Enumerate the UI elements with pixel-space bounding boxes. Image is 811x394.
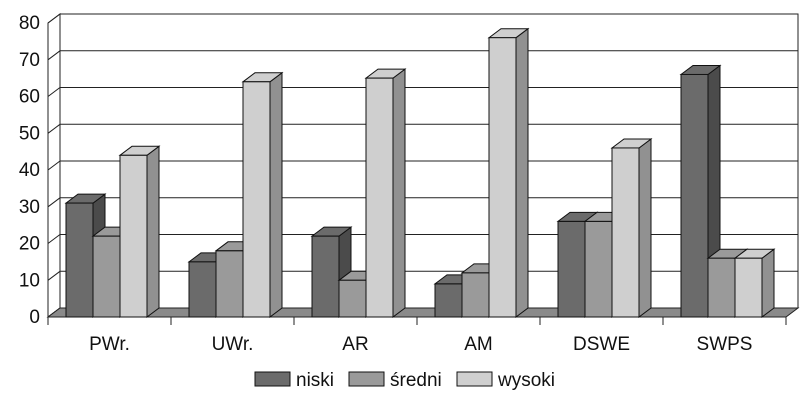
bar <box>241 71 284 318</box>
gridline <box>47 270 798 281</box>
bar <box>679 64 722 318</box>
gridline <box>47 234 798 244</box>
legend-label: wysoki <box>497 370 555 391</box>
legend-swatch <box>348 371 385 387</box>
x-category-label: PWr. <box>89 334 130 355</box>
bar <box>733 248 776 318</box>
y-axis-ticks: 0 10 20 30 40 50 60 70 80 <box>19 13 40 328</box>
y-tick-label: 20 <box>19 234 40 255</box>
y-tick-label: 60 <box>19 87 40 108</box>
legend-item: niski <box>254 370 334 391</box>
bar <box>610 138 653 318</box>
y-tick-label: 80 <box>19 13 40 34</box>
y-tick-label: 0 <box>29 307 40 328</box>
legend-label: niski <box>296 370 334 391</box>
x-axis-categories: PWr. UWr. AR AM DSWE SWPS <box>47 316 787 355</box>
legend-item: średni <box>348 370 442 391</box>
gridline <box>47 13 798 24</box>
bar <box>118 145 161 318</box>
gridline <box>47 160 798 171</box>
gridline <box>47 197 798 208</box>
legend-swatch <box>456 371 493 387</box>
gridline <box>47 123 798 134</box>
legend: niski średni wysoki <box>254 370 555 391</box>
y-tick-label: 10 <box>19 270 40 291</box>
x-category-label: UWr. <box>212 334 254 355</box>
gridline <box>47 50 798 61</box>
x-category-label: DSWE <box>573 334 630 355</box>
y-tick-label: 70 <box>19 50 40 71</box>
bars <box>64 27 776 318</box>
bar <box>487 27 530 318</box>
x-category-label: AR <box>342 334 368 355</box>
bar <box>364 68 407 318</box>
legend-item: wysoki <box>456 370 555 391</box>
y-tick-label: 50 <box>19 123 40 144</box>
legend-label: średni <box>390 370 442 391</box>
legend-swatch <box>254 371 291 387</box>
y-tick-label: 40 <box>19 160 40 181</box>
y-tick-label: 30 <box>19 197 40 218</box>
gridline <box>47 87 798 97</box>
x-category-label: AM <box>464 334 493 355</box>
x-category-label: SWPS <box>697 334 753 355</box>
